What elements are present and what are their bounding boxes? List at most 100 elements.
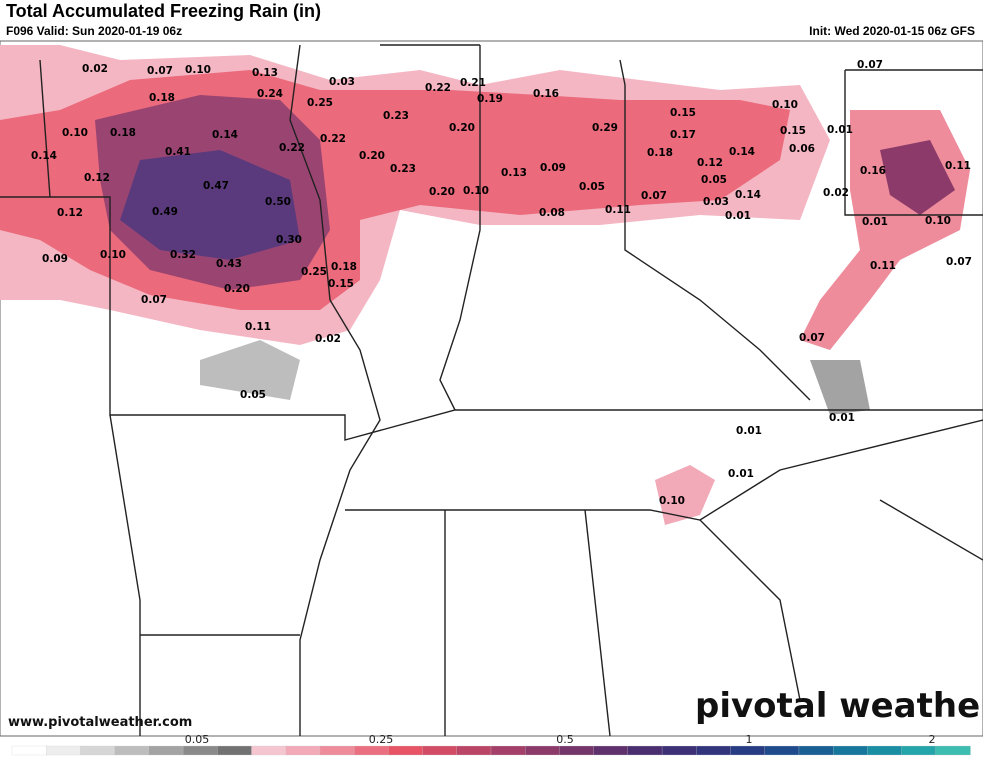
colorbar-swatch [148,745,184,756]
colorbar-swatch [764,745,800,756]
colorbar-swatch [46,745,82,756]
map-value-label: 0.01 [829,412,855,424]
map-value-label: 0.29 [592,122,618,134]
map-value-label: 0.11 [245,321,271,333]
map-value-label: 0.13 [252,67,278,79]
border [844,69,983,216]
colorbar-swatch [559,745,595,756]
map-value-label: 0.20 [429,186,455,198]
map-value-label: 0.14 [212,129,238,141]
map-value-label: 0.10 [185,64,211,76]
colorbar-swatch [456,745,492,756]
map-value-label: 0.20 [224,283,250,295]
map-value-label: 0.01 [728,468,754,480]
colorbar-swatch [388,745,424,756]
map-value-label: 0.07 [946,256,972,268]
map-value-label: 0.01 [736,425,762,437]
colorbar-swatch [593,745,629,756]
colorbar-swatch [490,745,526,756]
state-borders [0,44,983,737]
colorbar-swatch [182,745,218,756]
map-value-label: 0.02 [315,333,341,345]
map-value-label: 0.11 [870,260,896,272]
map-value-label: 0.12 [84,172,110,184]
colorbar-swatch [11,745,47,756]
map-value-label: 0.03 [329,76,355,88]
map-value-label: 0.14 [31,150,57,162]
init-time: Init: Wed 2020-01-15 06z GFS [809,24,975,38]
border [39,44,626,198]
very-heavy-freezing-rain [120,150,300,260]
map-value-label: 0.11 [605,204,631,216]
colorbar-swatch [217,745,253,756]
map-value-label: 0.50 [265,196,291,208]
border [109,414,141,736]
map-value-label: 0.01 [862,216,888,228]
map-value-label: 0.21 [460,77,486,89]
east-heavy [880,140,955,215]
map-value-label: 0.05 [240,389,266,401]
map-value-label: 0.15 [780,125,806,137]
map-value-label: 0.41 [165,146,191,158]
map-value-label: 0.07 [641,190,667,202]
colorbar-swatch [730,745,766,756]
map-value-label: 0.10 [772,99,798,111]
gray-area-east [810,360,870,415]
map-value-label: 0.25 [301,266,327,278]
map-value-label: 0.10 [925,215,951,227]
map-value-label: 0.22 [320,133,346,145]
map-value-label: 0.23 [383,110,409,122]
map-value-label: 0.05 [701,174,727,186]
map-value-label: 0.07 [857,59,883,71]
map-value-label: 0.07 [799,332,825,344]
map-value-label: 0.10 [463,185,489,197]
map-value-label: 0.15 [328,278,354,290]
map-value-label: 0.02 [823,187,849,199]
map-value-label: 0.20 [449,122,475,134]
map-value-label: 0.06 [789,143,815,155]
map-value-label: 0.18 [647,147,673,159]
map-value-label: 0.10 [100,249,126,261]
map-value-label: 0.07 [141,294,167,306]
map-value-label: 0.17 [670,129,696,141]
map-value-label: 0.14 [735,189,761,201]
map-value-label: 0.09 [540,162,566,174]
map-value-label: 0.02 [82,63,108,75]
map-value-label: 0.12 [57,207,83,219]
map-value-label: 0.01 [827,124,853,136]
colorbar-swatch [798,745,834,756]
colorbar-tick-label: 1 [746,733,753,746]
colorbar-tick-label: 2 [929,733,936,746]
map-value-label: 0.24 [257,88,283,100]
map-value-label: 0.32 [170,249,196,261]
map-value-label: 0.16 [860,165,886,177]
map-value-label: 0.18 [110,127,136,139]
tn-nc-area [655,465,715,525]
gray-area [200,340,300,400]
map-value-label: 0.43 [216,258,242,270]
map-value-label: 0.05 [579,181,605,193]
map-value-label: 0.25 [307,97,333,109]
map-value-label: 0.23 [390,163,416,175]
logo: pivotal weather [695,686,983,726]
colorbar-swatch [114,745,150,756]
map-value-label: 0.08 [539,207,565,219]
map-labels: 0.02 0.07 0.10 0.13 0.03 0.22 0.21 0.19 0.16 0.07… [31,59,972,507]
colorbar-swatch [251,745,287,756]
colorbar-tick-label: 0.5 [556,733,574,746]
border [444,509,611,737]
map-value-label: 0.07 [147,65,173,77]
map-value-label: 0.18 [331,261,357,273]
border [289,44,381,736]
colorbar-swatch [935,745,971,756]
map-value-label: 0.22 [279,142,305,154]
colorbar-swatch [661,745,697,756]
precip-areas [0,45,970,525]
colorbar-swatch [285,745,321,756]
colorbar-swatch [319,745,355,756]
colorbar-swatch [80,745,116,756]
map-value-label: 0.12 [697,157,723,169]
colorbar-tick-label: 0.05 [185,733,210,746]
colorbar: 0.05 0.25 0.5 1 2 [11,733,971,756]
